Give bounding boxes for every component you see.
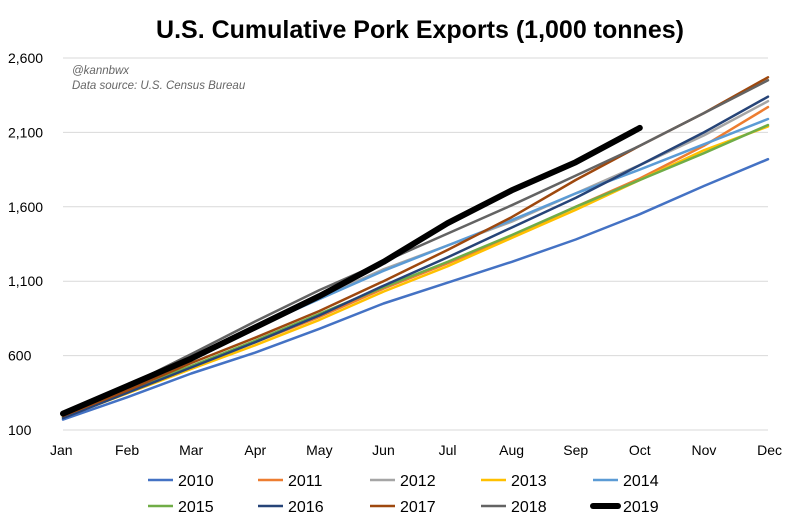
x-tick-label: Jul: [439, 442, 457, 458]
x-tick-label: May: [306, 442, 332, 458]
x-tick-label: Nov: [691, 442, 716, 458]
y-tick-label: 100: [8, 422, 32, 438]
x-axis: Jan Feb Mar Apr May Jun Jul Aug Sep Oct Nov Dec: [50, 442, 782, 458]
y-tick-label: 2,600: [8, 50, 43, 66]
x-tick-label: Dec: [757, 442, 782, 458]
series-line-2019: [60, 124, 643, 417]
x-tick-label: Mar: [179, 442, 203, 458]
legend-label-2016: 2016: [288, 499, 324, 516]
x-tick-label: Aug: [499, 442, 524, 458]
x-tick-label: Feb: [115, 442, 139, 458]
legend-label-2012: 2012: [400, 473, 436, 490]
series-line-2018: [61, 79, 770, 415]
y-axis: 100 600 1,100 1,600 2,100 2,600: [8, 50, 43, 438]
y-tick-label: 1,100: [8, 273, 43, 289]
x-tick-label: Jun: [372, 442, 395, 458]
legend-label-2010: 2010: [178, 473, 214, 490]
legend: 2010 2011 2012 2013 2014 2015 2016 2017 2018 2019: [148, 473, 659, 516]
legend-label-2015: 2015: [178, 499, 214, 516]
source-note: Data source: U.S. Census Bureau: [72, 80, 246, 92]
legend-label-2018: 2018: [511, 499, 547, 516]
legend-label-2019: 2019: [623, 499, 659, 516]
y-tick-label: 600: [8, 348, 32, 364]
series-lines: [60, 76, 770, 421]
y-tick-label: 1,600: [8, 199, 43, 215]
x-tick-label: Jan: [50, 442, 73, 458]
legend-label-2011: 2011: [288, 473, 323, 490]
legend-label-2017: 2017: [400, 499, 436, 516]
x-tick-label: Apr: [244, 442, 266, 458]
x-tick-label: Sep: [563, 442, 588, 458]
chart-title: U.S. Cumulative Pork Exports (1,000 tonn…: [156, 16, 684, 44]
author-note: @kannbwx: [72, 65, 130, 77]
series-line-2010: [61, 157, 770, 421]
series-line-2015: [61, 123, 770, 418]
legend-label-2014: 2014: [623, 473, 659, 490]
series-line-2016: [61, 95, 770, 420]
gridlines: [63, 57, 768, 431]
legend-label-2013: 2013: [511, 473, 547, 490]
y-tick-label: 2,100: [8, 124, 43, 140]
x-tick-label: Oct: [629, 442, 651, 458]
